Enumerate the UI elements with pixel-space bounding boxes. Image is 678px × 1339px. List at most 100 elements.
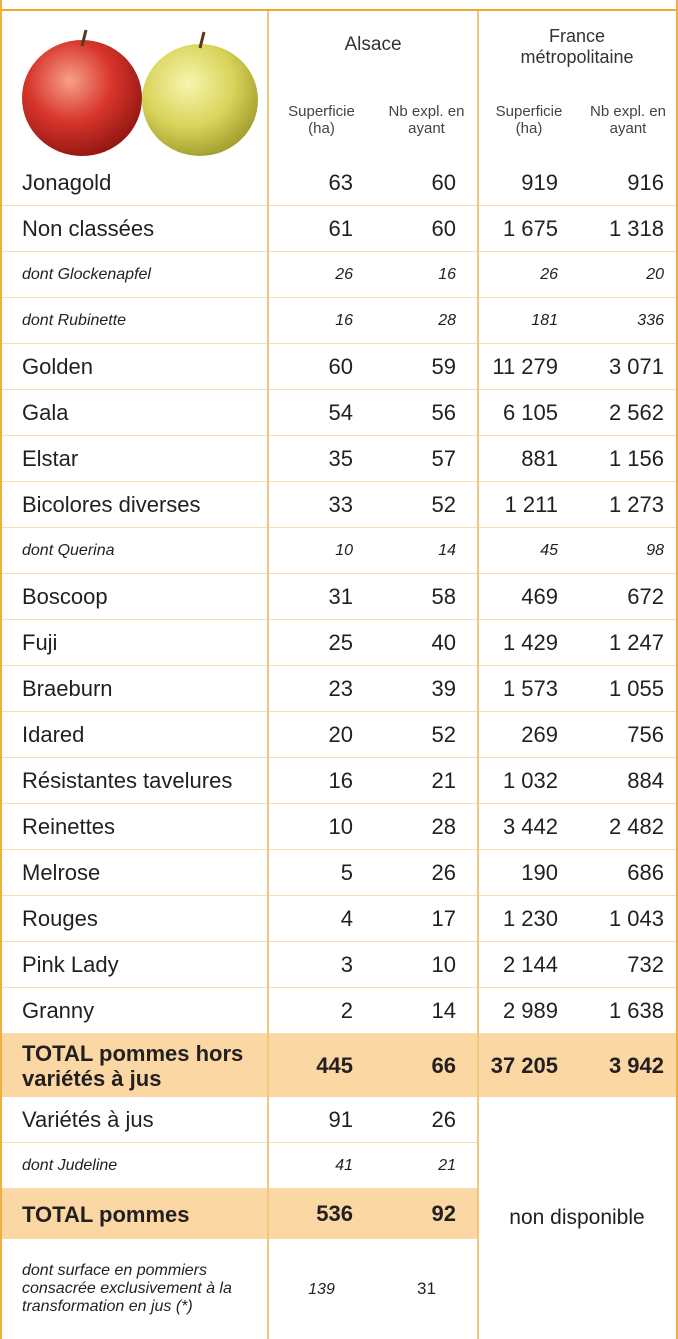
cell-value: 3: [268, 942, 375, 988]
row-label: TOTAL pommes: [2, 1189, 268, 1239]
cell-value: 10: [268, 804, 375, 850]
cell-value: 3 071: [580, 344, 676, 390]
cell-value: 1 043: [580, 896, 676, 942]
row-label: dont Judeline: [2, 1143, 268, 1189]
cell-value: 2 989: [478, 988, 580, 1034]
cell-value: 16: [268, 758, 375, 804]
cell-value: 1 156: [580, 436, 676, 482]
cell-value: 20: [580, 252, 676, 298]
cell-value: 2 562: [580, 390, 676, 436]
row-label: Rouges: [2, 896, 268, 942]
cell-value: 54: [268, 390, 375, 436]
row-label: Reinettes: [2, 804, 268, 850]
cell-value: 40: [375, 620, 478, 666]
row-label: Variétés à jus: [2, 1097, 268, 1143]
cell-value: 14: [375, 988, 478, 1034]
cell-value: 26: [268, 252, 375, 298]
cell-value: 52: [375, 482, 478, 528]
cell-value: 28: [375, 804, 478, 850]
cell-value: 919: [478, 160, 580, 206]
cell-value: 1 247: [580, 620, 676, 666]
france-header: France métropolitaine: [478, 18, 676, 76]
cell-value: 4: [268, 896, 375, 942]
cell-value: 536: [268, 1189, 375, 1239]
cell-value: 1 429: [478, 620, 580, 666]
row-label: Bicolores diverses: [2, 482, 268, 528]
cell-value: 39: [375, 666, 478, 712]
cell-value: 14: [375, 528, 478, 574]
apples-image: [10, 20, 265, 160]
cell-value: 1 055: [580, 666, 676, 712]
cell-value: 3 942: [580, 1034, 676, 1097]
table-page: Alsace France métropolitaine Superficie …: [0, 0, 678, 1339]
cell-value: 884: [580, 758, 676, 804]
cell-value: 1 318: [580, 206, 676, 252]
col-divider: [267, 11, 269, 1339]
cell-value: 2 144: [478, 942, 580, 988]
cell-value: 10: [268, 528, 375, 574]
cell-value: 1 032: [478, 758, 580, 804]
cell-value: 92: [375, 1189, 478, 1239]
cell-value: 37 205: [478, 1034, 580, 1097]
alsace-header: Alsace: [268, 20, 478, 70]
cell-value: 58: [375, 574, 478, 620]
row-label: Melrose: [2, 850, 268, 896]
cell-value: 66: [375, 1034, 478, 1097]
cell-value: 60: [268, 344, 375, 390]
cell-value: 1 573: [478, 666, 580, 712]
sub-header: Nb expl. en ayant: [580, 95, 676, 145]
cell-value: 686: [580, 850, 676, 896]
cell-value: 6 105: [478, 390, 580, 436]
cell-value: 10: [375, 942, 478, 988]
cell-value: 445: [268, 1034, 375, 1097]
row-label: Idared: [2, 712, 268, 758]
sub-header: Superficie (ha): [268, 95, 375, 145]
cell-value: 28: [375, 298, 478, 344]
cell-value: 336: [580, 298, 676, 344]
row-label: Boscoop: [2, 574, 268, 620]
row-label: dont Querina: [2, 528, 268, 574]
cell-value: 16: [268, 298, 375, 344]
cell-value: 56: [375, 390, 478, 436]
row-label: Granny: [2, 988, 268, 1034]
cell-value: 45: [478, 528, 580, 574]
cell-value: 2 482: [580, 804, 676, 850]
cell-value: 1 230: [478, 896, 580, 942]
cell-value: 31: [268, 574, 375, 620]
cell-value: 17: [375, 896, 478, 942]
cell-value: 60: [375, 160, 478, 206]
cell-value: 469: [478, 574, 580, 620]
row-label: Résistantes tavelures: [2, 758, 268, 804]
cell-value: 23: [268, 666, 375, 712]
cell-value: 916: [580, 160, 676, 206]
cell-value: 61: [268, 206, 375, 252]
cell-value: 59: [375, 344, 478, 390]
cell-value: 11 279: [478, 344, 580, 390]
sub-header: Nb expl. en ayant: [375, 95, 478, 145]
cell-value: 672: [580, 574, 676, 620]
row-label: Jonagold: [2, 160, 268, 206]
row-label: Gala: [2, 390, 268, 436]
cell-value: 63: [268, 160, 375, 206]
row-label: Pink Lady: [2, 942, 268, 988]
cell-value: 1 675: [478, 206, 580, 252]
cell-value: 26: [478, 252, 580, 298]
cell-value: 139: [268, 1239, 375, 1339]
cell-value: 25: [268, 620, 375, 666]
cell-value: 1 638: [580, 988, 676, 1034]
cell-value: 91: [268, 1097, 375, 1143]
not-available: non disponible: [478, 1097, 676, 1339]
cell-value: 26: [375, 850, 478, 896]
row-label: TOTAL pommes hors variétés à jus: [2, 1034, 268, 1097]
row-label: Golden: [2, 344, 268, 390]
col-divider: [477, 11, 479, 1339]
cell-value: 41: [268, 1143, 375, 1189]
cell-value: 60: [375, 206, 478, 252]
cell-value: 16: [375, 252, 478, 298]
row-label: Non classées: [2, 206, 268, 252]
cell-value: 190: [478, 850, 580, 896]
cell-value: 5: [268, 850, 375, 896]
cell-value: 20: [268, 712, 375, 758]
cell-value: 269: [478, 712, 580, 758]
sub-header: Superficie (ha): [478, 95, 580, 145]
